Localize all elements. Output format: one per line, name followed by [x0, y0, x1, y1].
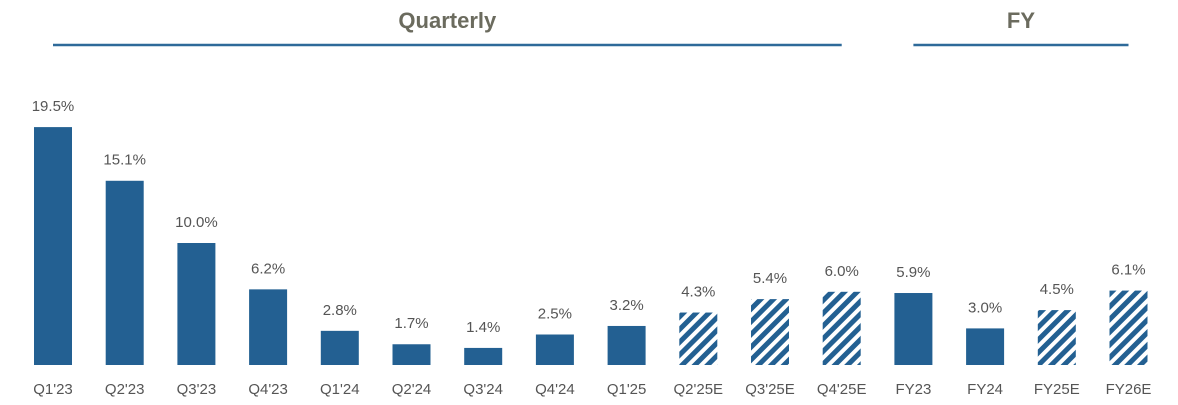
bar: [535, 334, 574, 365]
bar: [751, 299, 789, 365]
bar: [607, 325, 646, 365]
x-tick-label: FY23: [895, 381, 931, 398]
x-tick-label: Q2'23: [105, 381, 145, 398]
x-tick-label: Q1'24: [320, 381, 360, 398]
value-label: 5.4%: [753, 270, 787, 287]
bar: [1037, 310, 1076, 365]
bar: [822, 291, 861, 365]
x-tick-label: Q4'23: [248, 381, 288, 398]
bar: [392, 344, 431, 365]
group-header: Quarterly: [398, 8, 497, 33]
bar: [966, 328, 1005, 365]
x-tick-label: FY25E: [1034, 381, 1080, 398]
bar: [177, 243, 216, 365]
bar: [249, 289, 288, 365]
x-tick-label: Q1'23: [33, 381, 73, 398]
x-tick-label: FY24: [967, 381, 1003, 398]
value-label: 1.7%: [394, 315, 428, 332]
value-label: 10.0%: [175, 214, 218, 231]
bar: [320, 330, 359, 365]
x-tick-label: FY26E: [1106, 381, 1152, 398]
x-tick-label: Q1'25: [607, 381, 647, 398]
bar: [894, 293, 933, 365]
bar: [105, 180, 144, 365]
value-label: 3.0%: [968, 299, 1002, 316]
x-tick-label: Q3'23: [177, 381, 217, 398]
x-tick-label: Q2'24: [392, 381, 432, 398]
bar: [679, 312, 718, 365]
value-label: 2.5%: [538, 305, 572, 322]
x-tick-label: Q4'25E: [817, 381, 867, 398]
value-label: 6.2%: [251, 260, 285, 277]
bar: [1109, 290, 1148, 365]
value-label: 6.0%: [825, 263, 859, 280]
value-label: 2.8%: [323, 302, 357, 319]
group-header: FY: [1007, 8, 1035, 33]
x-tick-label: Q2'25E: [674, 381, 724, 398]
value-label: 6.1%: [1111, 262, 1145, 279]
value-label: 4.3%: [681, 284, 715, 301]
bar: [34, 127, 72, 365]
value-label: 4.5%: [1040, 281, 1074, 298]
x-tick-label: Q4'24: [535, 381, 575, 398]
value-label: 1.4%: [466, 319, 500, 336]
value-label: 15.1%: [103, 152, 146, 169]
bar: [464, 347, 503, 365]
value-label: 3.2%: [609, 297, 643, 314]
x-tick-label: Q3'24: [463, 381, 503, 398]
x-tick-label: Q3'25E: [745, 381, 795, 398]
value-label: 19.5%: [32, 98, 75, 115]
value-label: 5.9%: [896, 264, 930, 281]
